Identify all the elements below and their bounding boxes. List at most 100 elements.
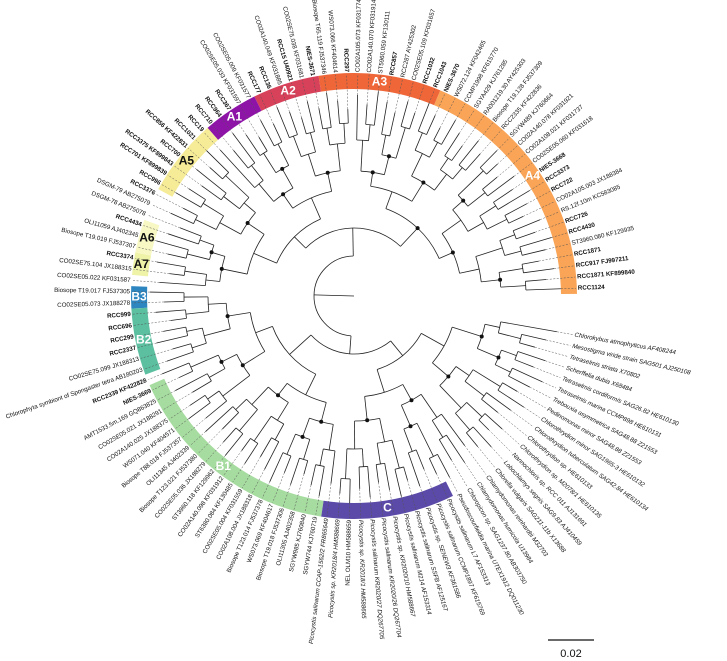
leaf-connector (301, 80, 308, 102)
branch (367, 466, 371, 498)
branch (394, 469, 402, 497)
branch (362, 448, 364, 467)
branch (464, 381, 485, 397)
branch (352, 228, 354, 257)
branch (253, 416, 272, 442)
clade-label-a1: A1 (227, 110, 243, 124)
leaf-connector (135, 331, 164, 337)
leaf-connector (510, 410, 534, 428)
leaf-connector (459, 109, 475, 134)
branch (477, 348, 499, 358)
root-branch (314, 294, 355, 297)
branch (457, 170, 484, 196)
branch (508, 375, 530, 388)
branch (389, 112, 396, 137)
leaf-connector (140, 348, 173, 359)
leaf-connector (335, 74, 338, 101)
branch-arc (185, 249, 189, 259)
support-node (275, 393, 280, 398)
leaf-connector (378, 482, 384, 517)
leaf-connector (143, 225, 169, 235)
branch-arc (218, 390, 227, 402)
branch (289, 111, 298, 135)
leaf-connector (534, 346, 568, 357)
branch (277, 402, 289, 421)
branch (277, 143, 290, 166)
leaf-label: CO02A140.070 KF031914 (366, 0, 378, 73)
leaf-connector (304, 485, 312, 513)
leaf-connector (140, 236, 157, 242)
support-node (280, 166, 285, 171)
branch (390, 340, 403, 356)
branch (486, 163, 498, 175)
leaf-connector (539, 211, 560, 220)
branch (467, 222, 484, 232)
support-node (498, 277, 503, 282)
branch (504, 203, 528, 216)
branch (370, 172, 374, 187)
branch (504, 250, 522, 256)
branch (251, 386, 269, 405)
branch (255, 326, 273, 334)
branch (175, 192, 202, 208)
branch (286, 433, 296, 455)
leaf-connector (312, 77, 320, 109)
branch (383, 156, 390, 175)
branch (466, 402, 483, 418)
branch (441, 413, 465, 446)
branch-arc (508, 367, 513, 377)
branch (400, 227, 418, 247)
leaf-connector (545, 360, 565, 368)
branch (221, 353, 237, 363)
leaf-connector (394, 79, 403, 113)
branch (293, 135, 302, 157)
branch (224, 433, 244, 456)
leaf-connectors (132, 74, 576, 518)
branch (239, 409, 258, 432)
branch (484, 413, 503, 430)
leaf-label: CO02SE05.022 KF031587 (57, 272, 131, 284)
clade-labels: A4 A3 A2 A1 A5 A6 A7 B3 B2 B1 C (131, 75, 540, 515)
leaf-connector (230, 111, 247, 135)
branch (349, 478, 351, 503)
branch (381, 101, 388, 135)
branch (188, 402, 211, 420)
leaf-connector (324, 75, 327, 93)
clade-band-a7 (132, 252, 151, 277)
branch (264, 441, 280, 470)
branch (391, 439, 400, 469)
branch (421, 333, 445, 347)
leaf-connector (269, 90, 278, 108)
branch (339, 478, 342, 494)
leaf-connector (346, 74, 349, 110)
leaf-label: CO02A105.073 KF031774 (355, 0, 363, 72)
branch (439, 385, 462, 409)
branch (444, 132, 460, 157)
branch (219, 149, 255, 188)
branch (364, 396, 368, 421)
support-node (370, 170, 375, 175)
branch (400, 405, 411, 427)
leaf-connector (152, 377, 180, 391)
scale-bar-label: 0.02 (560, 648, 581, 660)
branch (330, 450, 336, 484)
branch (183, 207, 198, 216)
branch (208, 302, 227, 305)
branch (155, 309, 186, 313)
branch (318, 108, 324, 129)
leaf-connector (189, 431, 206, 446)
branch (376, 443, 381, 464)
branch (455, 412, 471, 431)
branch (499, 234, 515, 241)
branch (500, 285, 526, 288)
branch (434, 173, 447, 191)
branch (166, 351, 194, 362)
branch-arc (232, 406, 239, 413)
leaf-connector (449, 477, 458, 493)
branch (452, 200, 464, 211)
branch-arc (478, 413, 486, 421)
branch-arc (200, 199, 206, 208)
branch (385, 191, 393, 209)
branch (356, 95, 358, 141)
support-node (300, 434, 305, 439)
